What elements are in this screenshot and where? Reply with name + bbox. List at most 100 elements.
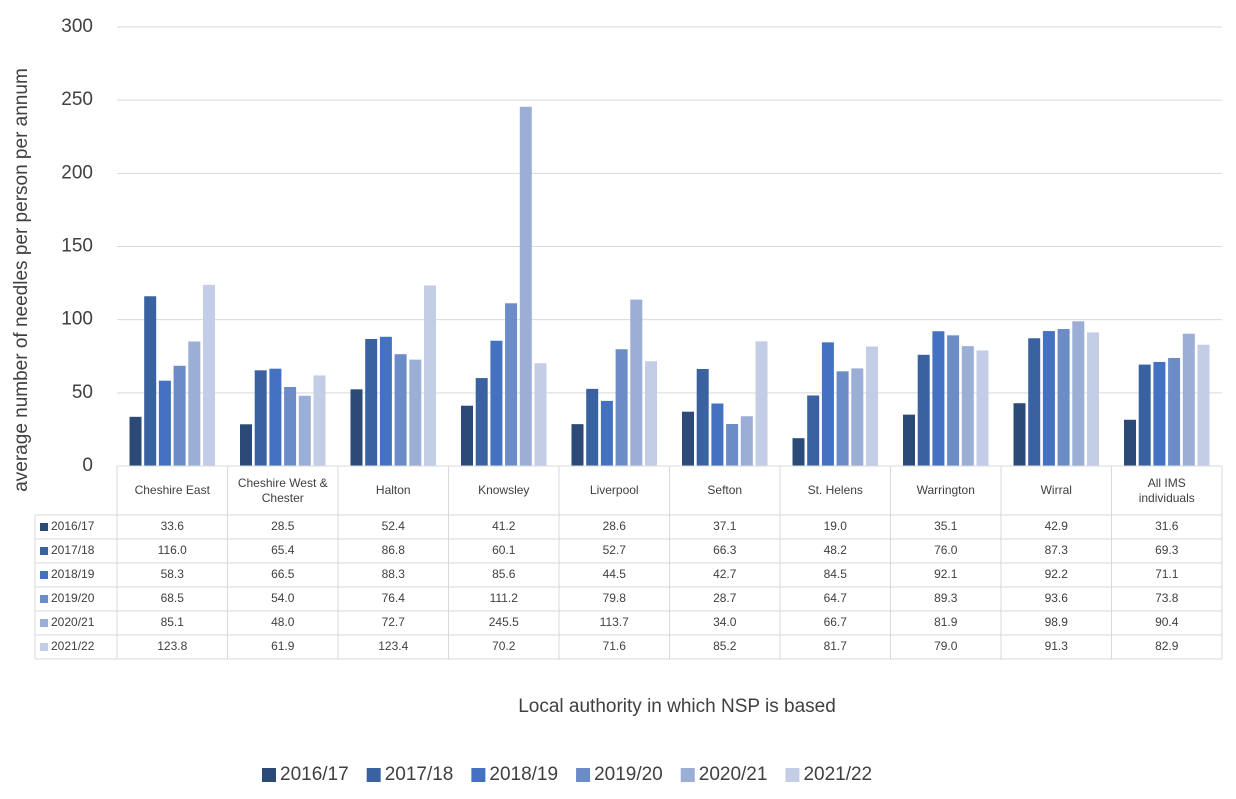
- y-tick-label: 50: [72, 382, 93, 403]
- bar: [903, 414, 915, 466]
- table-row-label: 2019/20: [51, 591, 95, 605]
- table-value: 92.2: [1045, 567, 1069, 581]
- x-axis-label: Local authority in which NSP is based: [518, 696, 836, 717]
- bar: [269, 368, 282, 466]
- bar: [394, 354, 407, 466]
- legend-swatch: [262, 768, 276, 782]
- x-tick-label: Halton: [375, 483, 411, 497]
- bar: [284, 386, 297, 466]
- table-value: 54.0: [271, 591, 295, 605]
- bar: [203, 284, 215, 466]
- table-value: 66.7: [824, 615, 848, 629]
- legend-swatch: [366, 768, 381, 782]
- table-value: 88.3: [382, 567, 406, 581]
- bar: [645, 361, 657, 466]
- table-value: 87.3: [1045, 543, 1069, 557]
- table-value: 28.5: [271, 519, 295, 533]
- table-value: 90.4: [1155, 615, 1179, 629]
- table-value: 85.2: [713, 639, 737, 653]
- table-value: 19.0: [824, 519, 848, 533]
- x-tick-label: All IMS individuals: [1138, 475, 1195, 505]
- table-value: 123.8: [157, 639, 187, 653]
- table-value: 91.3: [1045, 639, 1069, 653]
- table-value: 73.8: [1155, 591, 1179, 605]
- bar: [424, 285, 436, 466]
- bar: [947, 335, 960, 466]
- table-value: 81.9: [934, 615, 958, 629]
- bar: [1013, 403, 1026, 466]
- legend-label: 2019/20: [594, 764, 663, 785]
- legend-label: 2020/21: [699, 764, 768, 785]
- x-tick-label: Sefton: [707, 483, 743, 497]
- x-tick-label: Warrington: [916, 483, 975, 497]
- table-value: 61.9: [271, 639, 295, 653]
- table-row-label: 2017/18: [51, 543, 95, 557]
- category-cell: Warrington: [916, 483, 975, 497]
- bar: [298, 395, 311, 466]
- legend-label: 2018/19: [489, 764, 558, 785]
- table-legend-swatch: [40, 619, 48, 627]
- table-value: 31.6: [1155, 519, 1179, 533]
- legend-swatch: [680, 768, 695, 782]
- category-cell: Cheshire East: [135, 483, 210, 497]
- bar: [519, 106, 532, 467]
- bar: [571, 424, 584, 466]
- bar: [254, 370, 267, 466]
- category-cell: Wirral: [1040, 483, 1072, 497]
- y-tick-label: 200: [61, 162, 93, 183]
- x-tick-label: Liverpool: [589, 483, 639, 497]
- bar: [240, 424, 252, 466]
- table-legend-swatch: [40, 643, 48, 651]
- bar: [379, 336, 392, 466]
- table-value: 245.5: [489, 615, 519, 629]
- bar: [144, 296, 157, 466]
- y-tick-label: 100: [61, 309, 93, 330]
- bar: [129, 416, 142, 466]
- bar: [1138, 364, 1151, 466]
- bar: [158, 380, 171, 466]
- table-value: 72.7: [382, 615, 406, 629]
- table-value: 44.5: [603, 567, 627, 581]
- table-value: 76.4: [382, 591, 406, 605]
- table-value: 85.6: [492, 567, 516, 581]
- table-value: 64.7: [824, 591, 848, 605]
- bar: [615, 349, 628, 466]
- legend-label: 2017/18: [385, 764, 454, 785]
- bar: [851, 368, 864, 466]
- bar: [807, 395, 820, 466]
- bar: [461, 405, 473, 466]
- bar: [682, 411, 694, 466]
- table-value: 85.1: [161, 615, 185, 629]
- table-value: 82.9: [1155, 639, 1179, 653]
- x-tick-label: Wirral: [1040, 483, 1072, 497]
- table-value: 48.2: [824, 543, 848, 557]
- bar: [755, 341, 768, 466]
- legend-label: 2021/22: [803, 764, 872, 785]
- table-value: 58.3: [161, 567, 185, 581]
- table-value: 66.5: [271, 567, 295, 581]
- bar: [1057, 329, 1070, 466]
- bar: [961, 346, 974, 466]
- bar: [505, 303, 518, 466]
- table-value: 28.6: [603, 519, 627, 533]
- table-value: 33.6: [161, 519, 185, 533]
- category-cell: Halton: [375, 483, 411, 497]
- bar: [696, 368, 709, 466]
- table-value: 35.1: [934, 519, 958, 533]
- bar: [711, 403, 724, 466]
- bar: [976, 350, 989, 466]
- bar: [490, 340, 503, 466]
- table-value: 52.7: [603, 543, 627, 557]
- bar: [1042, 331, 1055, 466]
- legend-label: 2016/17: [280, 764, 349, 785]
- table-value: 71.6: [603, 639, 627, 653]
- table-value: 70.2: [492, 639, 516, 653]
- x-tick-label: Cheshire West & Chester: [237, 475, 328, 505]
- table-value: 92.1: [934, 567, 958, 581]
- table-row-label: 2021/22: [51, 639, 95, 653]
- table-value: 52.4: [382, 519, 406, 533]
- bar: [475, 378, 488, 466]
- category-cell: St. Helens: [808, 483, 863, 497]
- category-cell: Cheshire West & Chester: [237, 475, 328, 505]
